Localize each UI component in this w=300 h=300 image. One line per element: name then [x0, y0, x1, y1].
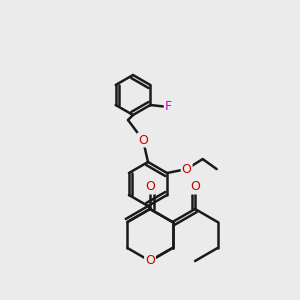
Text: O: O: [138, 134, 148, 146]
Text: O: O: [182, 163, 192, 176]
Text: F: F: [165, 100, 172, 113]
Text: O: O: [145, 254, 155, 268]
Text: O: O: [190, 181, 200, 194]
Text: O: O: [145, 181, 155, 194]
